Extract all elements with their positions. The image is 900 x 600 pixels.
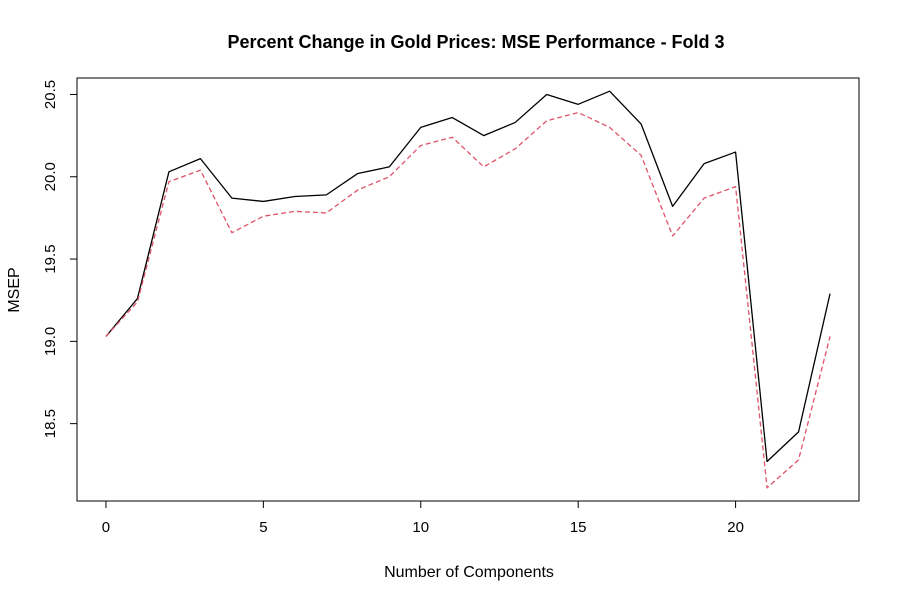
y-axis-label: MSEP: [6, 267, 23, 312]
x-axis-label: Number of Components: [384, 564, 554, 581]
x-tick-label: 10: [412, 519, 429, 536]
x-tick-label: 0: [102, 519, 110, 536]
x-axis: 0 5 10 15 20: [102, 500, 744, 536]
chart-title: Percent Change in Gold Prices: MSE Perfo…: [227, 32, 724, 52]
y-tick-label: 19.0: [42, 327, 59, 356]
y-axis: 18.5 19.0 19.5 20.0 20.5: [42, 80, 78, 438]
y-tick-label: 20.5: [42, 80, 59, 109]
y-tick-label: 19.5: [42, 244, 59, 273]
series-layer: [105, 90, 831, 489]
series-line-solid: [105, 90, 831, 463]
y-tick-label: 20.0: [42, 162, 59, 191]
plot-frame: [76, 77, 860, 502]
x-tick-label: 15: [570, 519, 587, 536]
x-tick-label: 5: [259, 519, 267, 536]
series-line-dashed: [105, 111, 831, 489]
y-tick-label: 18.5: [42, 409, 59, 438]
x-tick-label: 20: [727, 519, 744, 536]
